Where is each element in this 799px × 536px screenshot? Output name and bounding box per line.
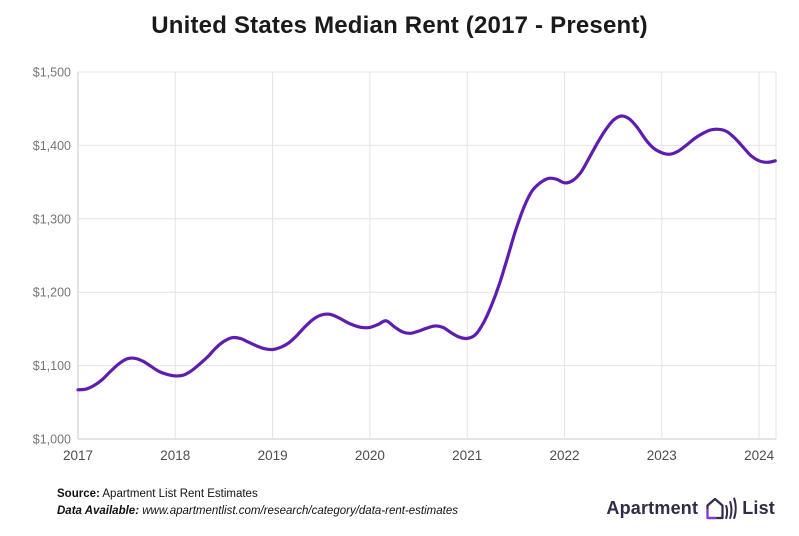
y-tick-label: $1,100	[33, 359, 71, 373]
source-line: Source: Apartment List Rent Estimates	[57, 486, 458, 503]
apartment-list-house-icon	[706, 497, 737, 520]
data-available-line: Data Available: www.apartmentlist.com/re…	[57, 503, 458, 520]
x-tick-label: 2017	[63, 448, 93, 463]
data-available-url: www.apartmentlist.com/research/category/…	[142, 505, 458, 517]
x-tick-label: 2023	[647, 448, 677, 463]
x-tick-label: 2019	[258, 448, 288, 463]
x-tick-label: 2018	[160, 448, 190, 463]
x-tick-label: 2022	[549, 448, 579, 463]
y-tick-label: $1,500	[33, 66, 71, 80]
x-tick-label: 2020	[355, 448, 385, 463]
chart-footer: Source: Apartment List Rent Estimates Da…	[57, 486, 458, 520]
source-label: Source:	[57, 488, 100, 500]
y-tick-label: $1,200	[33, 286, 71, 300]
data-available-label: Data Available:	[57, 505, 140, 517]
logo-word-apartment: Apartment	[606, 498, 699, 518]
median-rent-line	[76, 114, 777, 392]
y-tick-label: $1,000	[33, 433, 71, 447]
x-tick-label: 2021	[452, 448, 482, 463]
x-tick-label: 2024	[744, 448, 775, 463]
chart-title: United States Median Rent (2017 - Presen…	[151, 12, 648, 39]
y-tick-label: $1,300	[33, 212, 71, 226]
y-tick-label: $1,400	[33, 139, 71, 153]
source-value: Apartment List Rent Estimates	[102, 488, 258, 500]
apartment-list-logo: Apartment List	[606, 495, 775, 522]
logo-word-list: List	[742, 498, 775, 518]
